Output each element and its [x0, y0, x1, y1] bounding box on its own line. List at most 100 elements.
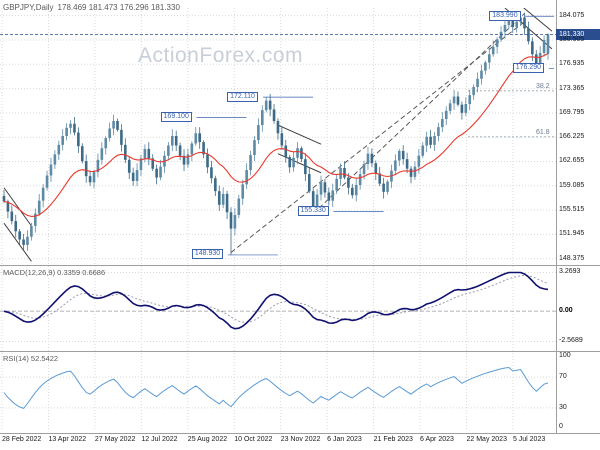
candle — [112, 114, 115, 136]
candle — [300, 146, 303, 163]
price-callout: 155.330 — [297, 205, 329, 216]
candle — [155, 164, 158, 185]
candle — [476, 72, 479, 93]
candle — [45, 170, 49, 191]
candle — [249, 150, 252, 176]
candle — [163, 150, 166, 174]
candle — [34, 208, 37, 233]
candle — [170, 129, 174, 152]
candle — [491, 40, 495, 57]
candle — [358, 169, 362, 190]
candle — [116, 118, 119, 132]
current-price-tag: 181.330 — [556, 29, 600, 40]
macd-panel-title: MACD(12,26,9) 0.3359 0.6686 — [3, 268, 106, 277]
candle — [464, 97, 468, 117]
candle — [429, 129, 432, 149]
candle — [237, 194, 241, 219]
candle — [374, 160, 378, 181]
candle — [335, 175, 338, 194]
macd-signal-line — [3, 274, 549, 323]
price-axis-label: 180.505 — [559, 35, 585, 43]
candle — [217, 185, 221, 211]
price-axis-label: 173.365 — [559, 84, 585, 92]
price-callout: 172.110 — [227, 91, 258, 102]
candle — [26, 230, 29, 251]
candle — [304, 153, 307, 181]
candle — [519, 16, 522, 27]
candle — [452, 89, 456, 111]
candle — [276, 118, 280, 140]
candle — [268, 93, 272, 117]
candle — [527, 21, 530, 45]
candle — [37, 193, 41, 216]
candle — [307, 167, 311, 194]
candle — [257, 118, 260, 145]
price-callout: 183.990 — [489, 10, 521, 21]
macd-axis-top-label: 3.2693 — [559, 268, 581, 275]
x-axis-label: 5 Jul 2023 — [512, 436, 546, 443]
candle — [542, 35, 546, 57]
candle — [190, 141, 194, 162]
rsi-axis-label: 70 — [559, 373, 567, 381]
candle — [225, 190, 229, 219]
price-axis-label: 169.795 — [559, 108, 585, 116]
candle — [280, 126, 284, 150]
candle — [382, 177, 385, 199]
candle — [135, 163, 139, 187]
candle — [327, 187, 331, 206]
candle — [77, 127, 80, 154]
candle — [14, 214, 18, 238]
candle — [30, 222, 33, 241]
candle — [272, 104, 276, 124]
x-axis-label: 13 Apr 2022 — [48, 436, 87, 443]
candle — [53, 150, 57, 169]
candle — [378, 166, 382, 187]
candle — [347, 173, 350, 195]
candle — [484, 60, 487, 75]
candle — [546, 33, 550, 60]
x-axis-label: 6 Jan 2023 — [327, 436, 362, 443]
candle — [174, 130, 178, 152]
candle — [319, 175, 323, 201]
candle — [2, 189, 6, 204]
macd-axis-zero-label: 0.00 — [559, 307, 573, 314]
price-axis-label: 148.375 — [559, 254, 585, 262]
candle — [206, 148, 209, 174]
candle — [480, 64, 483, 85]
candle — [210, 160, 213, 184]
candle — [147, 142, 151, 166]
price-axis-label: 151.945 — [559, 230, 585, 238]
x-axis-label: 21 Feb 2023 — [373, 436, 413, 443]
candle — [41, 184, 45, 208]
candle — [284, 139, 288, 163]
candle — [261, 105, 264, 132]
candle — [354, 178, 358, 202]
candle — [92, 169, 96, 189]
candle — [397, 148, 401, 167]
candle — [127, 156, 131, 180]
candle — [448, 99, 452, 115]
candle — [437, 122, 440, 142]
candle — [198, 127, 201, 149]
price-callout: 176.290 — [512, 63, 545, 74]
price-axis-label: 155.515 — [559, 206, 585, 214]
candle — [57, 140, 61, 160]
x-axis-label: 23 Nov 2022 — [280, 436, 321, 443]
candle — [88, 170, 92, 187]
candle — [120, 124, 123, 152]
x-axis-label: 12 Jul 2022 — [141, 436, 178, 443]
candle — [394, 154, 397, 175]
price-axis-label: 159.085 — [559, 181, 585, 189]
rsi-axis-label: 30 — [559, 403, 567, 411]
candle — [143, 144, 147, 163]
rsi-axis-label: 0 — [559, 423, 563, 430]
candle — [339, 163, 342, 186]
price-axis-label: 162.655 — [559, 157, 585, 165]
candle — [182, 149, 186, 172]
candle — [523, 12, 526, 35]
candle — [100, 142, 104, 165]
x-axis-label: 6 Apr 2023 — [420, 436, 454, 443]
candle — [104, 136, 108, 155]
candle — [65, 123, 68, 141]
